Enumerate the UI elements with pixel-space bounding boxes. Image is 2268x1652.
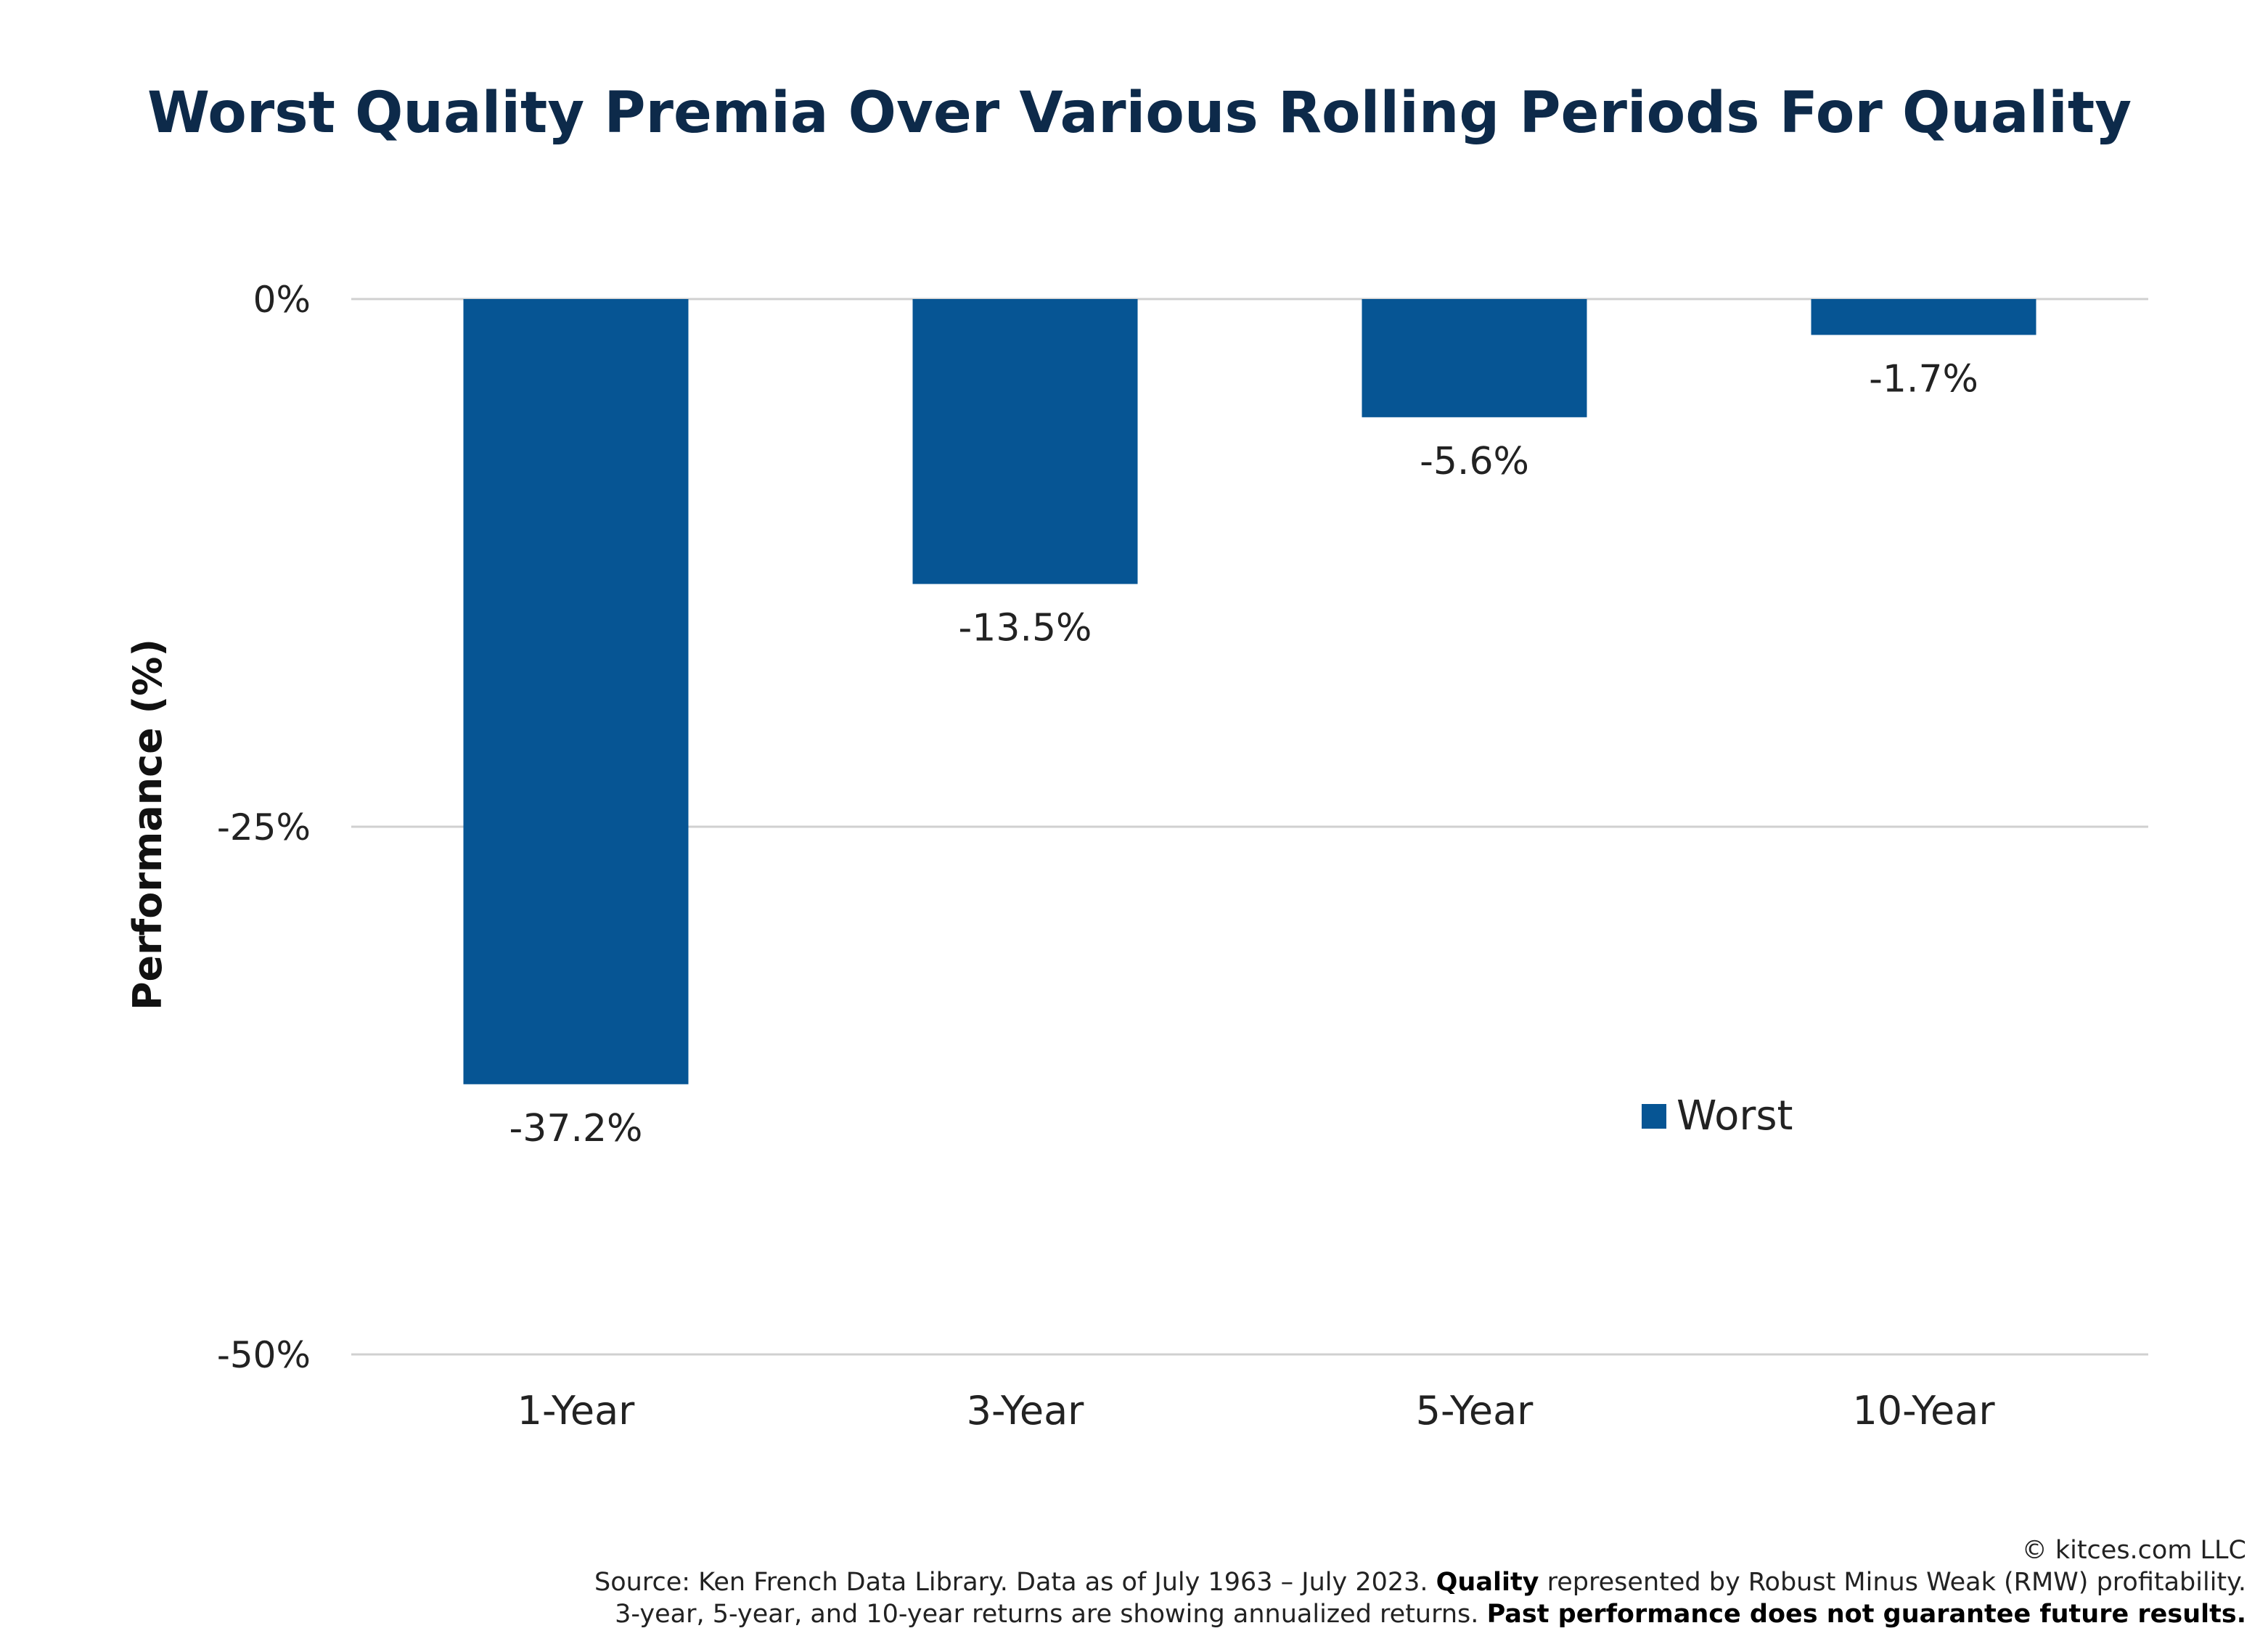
footer-copyright: © kitces.com LLC — [287, 1534, 2246, 1566]
y-axis-label: Performance (%) — [125, 639, 171, 1010]
y-tick-label: -50% — [217, 1334, 311, 1376]
note-prefix: 3-year, 5-year, and 10-year returns are … — [615, 1600, 1479, 1629]
y-tick-label: 0% — [253, 279, 311, 321]
data-label: -5.6% — [1420, 440, 1529, 483]
data-label: -13.5% — [959, 607, 1092, 650]
chart-title: Worst Quality Premia Over Various Rollin… — [147, 81, 2132, 146]
bar-1-year — [463, 299, 689, 1084]
category-label: 3-Year — [967, 1388, 1085, 1434]
legend-swatch-worst — [1642, 1104, 1666, 1129]
source-suffix: represented by Robust Minus Weak (RMW) p… — [1547, 1568, 2246, 1597]
x-axis-category-labels: 1-Year 3-Year 5-Year 10-Year — [517, 1388, 1996, 1434]
y-axis-tick-labels: 0% -25% -50% — [217, 279, 311, 1376]
category-label: 1-Year — [517, 1388, 636, 1434]
legend-label-worst: Worst — [1677, 1092, 1793, 1140]
data-labels: -37.2% -13.5% -5.6% -1.7% — [509, 357, 1978, 1150]
data-label: -37.2% — [509, 1107, 643, 1150]
data-label: -1.7% — [1869, 357, 1978, 401]
footer-note: 3-year, 5-year, and 10-year returns are … — [287, 1598, 2246, 1630]
bar-10-year — [1811, 299, 2036, 335]
bar-5-year — [1362, 299, 1587, 417]
copyright-text: © kitces.com LLC — [2021, 1536, 2246, 1565]
bars — [463, 299, 2036, 1084]
category-label: 5-Year — [1416, 1388, 1534, 1434]
legend: Worst — [1642, 1092, 1793, 1140]
note-bold: Past performance does not guarantee futu… — [1486, 1600, 2246, 1629]
source-bold: Quality — [1436, 1568, 1539, 1597]
bar-3-year — [912, 299, 1138, 584]
footer-source: Source: Ken French Data Library. Data as… — [287, 1566, 2246, 1598]
y-tick-label: -25% — [217, 806, 311, 849]
source-prefix: Source: Ken French Data Library. Data as… — [594, 1568, 1428, 1597]
category-label: 10-Year — [1852, 1388, 1995, 1434]
